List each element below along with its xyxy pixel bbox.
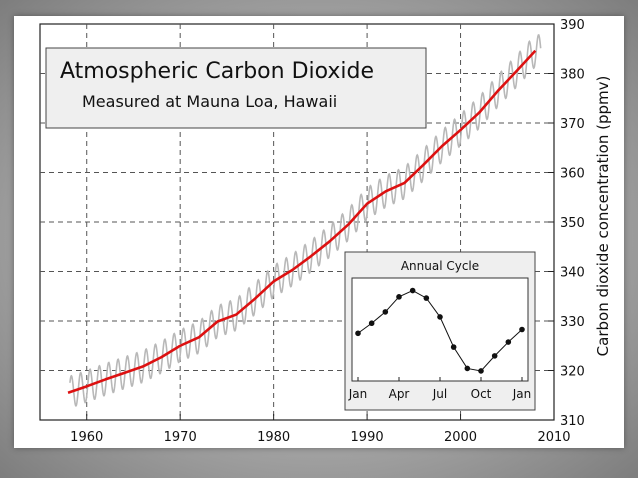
inset-point bbox=[519, 326, 525, 333]
co2-chart: 1960 1970 1980 1990 2000 2010 310 320 330 340 350… bbox=[39, 18, 612, 445]
inset-tick-label: Jan bbox=[348, 387, 368, 401]
inset-tick-label: Oct bbox=[471, 387, 492, 401]
y-tick-label: 340 bbox=[560, 266, 585, 281]
slide: 1960 1970 1980 1990 2000 2010 310 320 330 340 350… bbox=[14, 16, 624, 448]
y-tick-label: 350 bbox=[560, 216, 585, 231]
inset-point bbox=[478, 368, 484, 374]
inset-plot-area bbox=[351, 277, 529, 382]
inset-point bbox=[464, 365, 471, 372]
x-tick-label: 1960 bbox=[70, 430, 103, 445]
inset-point bbox=[382, 309, 389, 315]
y-tick-label: 310 bbox=[560, 414, 585, 429]
inset-x-axis: Jan Apr Jul Oct Jan bbox=[348, 377, 532, 401]
inset-point bbox=[437, 314, 443, 320]
x-tick-label: 1980 bbox=[257, 430, 290, 445]
annual-cycle-inset: Annual Cycle Jan Apr Jul Oct Jan bbox=[344, 251, 536, 411]
inset-point bbox=[409, 287, 416, 294]
x-tick-label: 1970 bbox=[164, 430, 197, 445]
inset-point bbox=[423, 295, 430, 301]
inset-point bbox=[505, 339, 512, 345]
x-tick-label: 2000 bbox=[444, 430, 477, 445]
inset-point bbox=[491, 353, 498, 359]
inset-tick-label: Jul bbox=[432, 387, 447, 401]
chart-subtitle: Measured at Mauna Loa, Hawaii bbox=[82, 92, 337, 111]
inset-series bbox=[355, 287, 525, 374]
y-axis-label: Carbon dioxide concentration (ppmv) bbox=[594, 76, 612, 357]
inset-point bbox=[396, 294, 402, 300]
x-tick-label: 2010 bbox=[537, 430, 570, 445]
y-tick-label: 330 bbox=[560, 315, 585, 330]
chart-title: Atmospheric Carbon Dioxide bbox=[60, 59, 374, 84]
x-tick-label: 1990 bbox=[351, 430, 384, 445]
title-box bbox=[45, 47, 427, 129]
inset-point bbox=[368, 320, 375, 327]
inset-tick-label: Apr bbox=[389, 387, 410, 401]
y-tick-label: 390 bbox=[560, 18, 585, 33]
y-tick-label: 360 bbox=[560, 167, 585, 182]
y-tick-label: 370 bbox=[560, 117, 585, 132]
y-tick-label: 380 bbox=[560, 68, 585, 83]
inset-title: Annual Cycle bbox=[401, 259, 479, 273]
inset-point bbox=[355, 330, 361, 337]
y-tick-label: 320 bbox=[560, 365, 585, 380]
inset-tick-label: Jan bbox=[512, 387, 532, 401]
inset-point bbox=[450, 344, 457, 350]
y-axis: 310 320 330 340 350 360 370 380 390 bbox=[548, 18, 585, 429]
trend-line bbox=[67, 49, 537, 394]
x-axis: 1960 1970 1980 1990 2000 2010 bbox=[70, 414, 571, 445]
trend-series bbox=[67, 49, 537, 394]
